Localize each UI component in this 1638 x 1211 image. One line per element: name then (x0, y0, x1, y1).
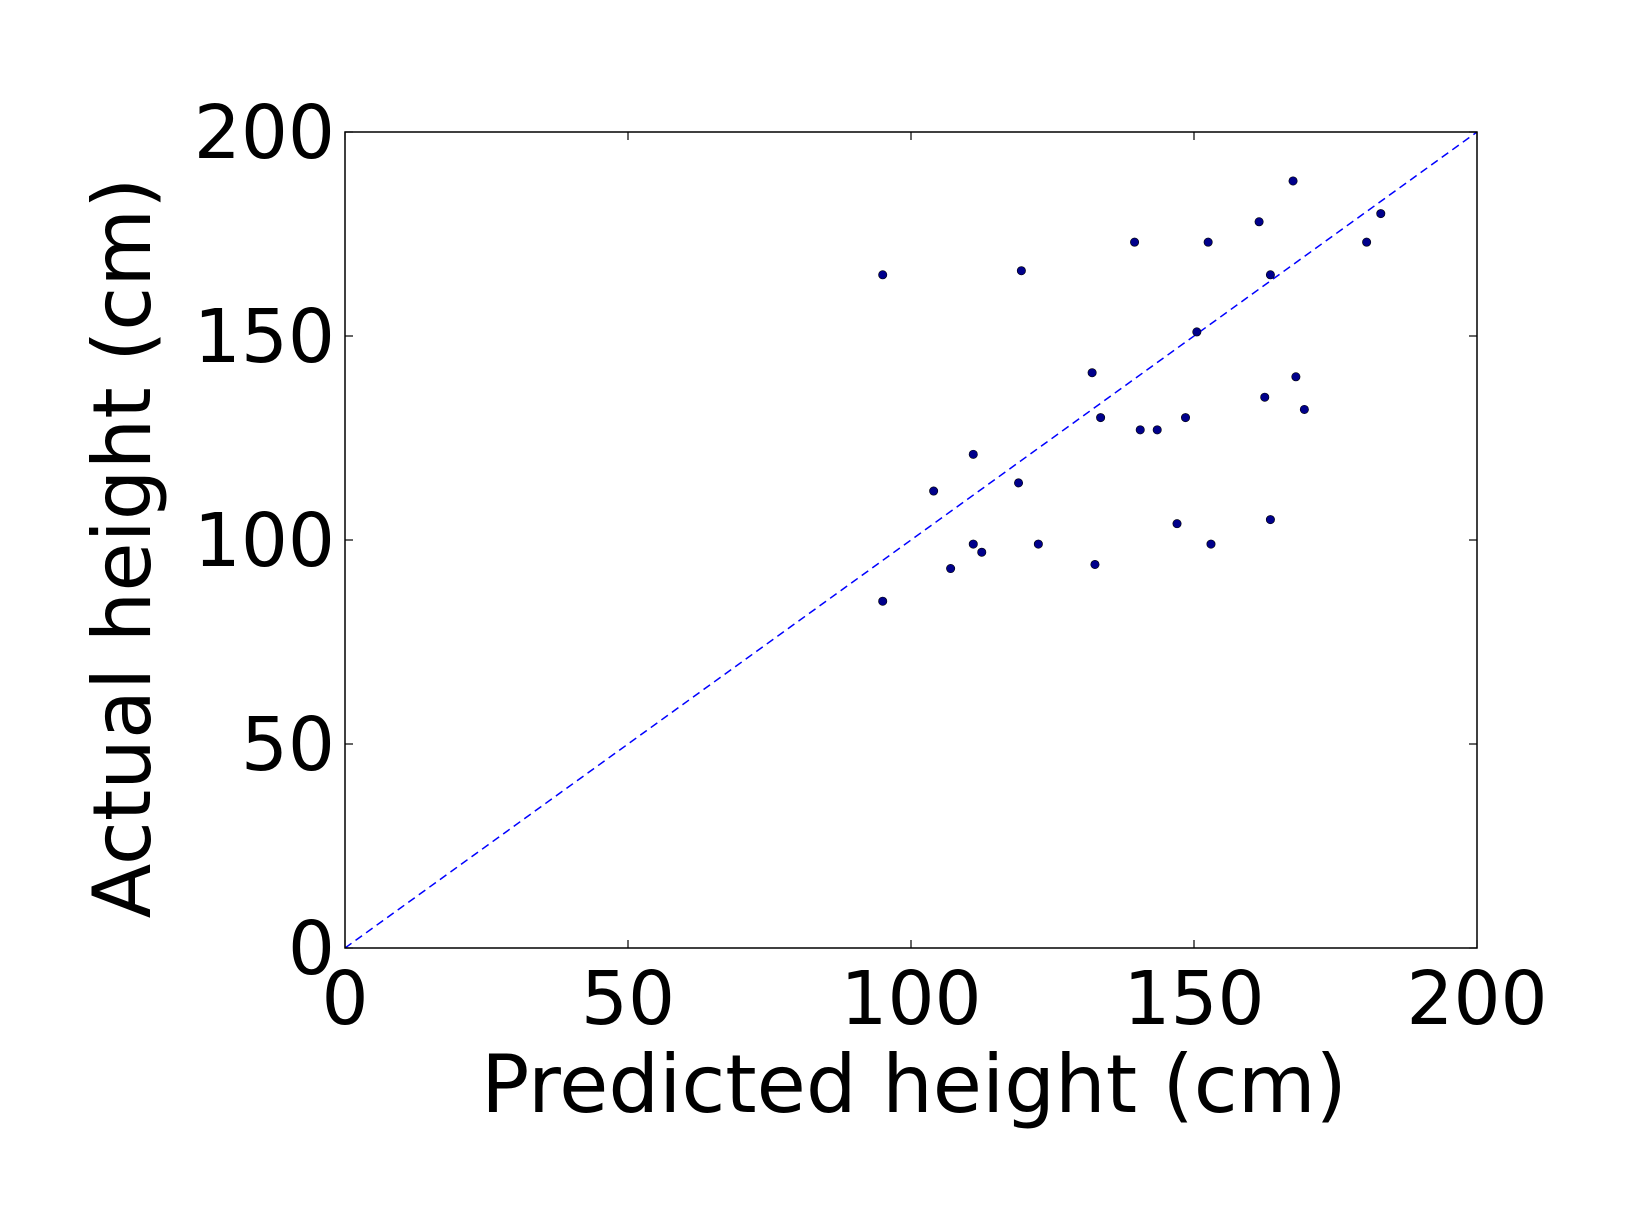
y-axis-label: Actual height (cm) (76, 178, 169, 919)
data-point (1172, 519, 1182, 529)
data-point (1087, 368, 1097, 378)
x-tick-label: 100 (840, 956, 981, 1042)
data-point (1014, 478, 1024, 488)
data-point (1203, 237, 1213, 247)
data-point (1265, 270, 1275, 280)
y-tick-label: 200 (194, 90, 335, 176)
data-point (968, 539, 978, 549)
data-point (1265, 515, 1275, 525)
data-point (1291, 372, 1301, 382)
x-tick-label: 50 (581, 956, 675, 1042)
y-tick-label: 100 (194, 498, 335, 584)
data-point (968, 449, 978, 459)
reference-line (344, 131, 1478, 949)
data-point (1260, 392, 1270, 402)
x-tick-label: 0 (321, 956, 368, 1042)
data-point (1362, 237, 1372, 247)
data-point (1288, 176, 1298, 186)
data-point (1181, 413, 1191, 423)
x-tick-label: 150 (1123, 956, 1264, 1042)
x-tick-label: 200 (1406, 956, 1547, 1042)
data-point (878, 596, 888, 606)
data-point (1254, 217, 1264, 227)
data-point (878, 270, 888, 280)
data-point (1152, 425, 1162, 435)
data-point (1016, 266, 1026, 276)
data-point (1192, 327, 1202, 337)
data-point (1090, 559, 1100, 569)
y-tick-label: 50 (241, 702, 335, 788)
data-point (1376, 209, 1386, 219)
data-point (1130, 237, 1140, 247)
data-point (946, 564, 956, 574)
data-point (1135, 425, 1145, 435)
y-tick-label: 150 (194, 294, 335, 380)
data-point (1033, 539, 1043, 549)
data-point (929, 486, 939, 496)
data-point (1299, 404, 1309, 414)
x-axis-label: Predicted height (cm) (481, 1038, 1347, 1131)
plot-frame (344, 131, 1478, 949)
plot-area: 0 50 100 150 200 0 50 100 150 200 (194, 90, 1548, 1042)
data-point (1206, 539, 1216, 549)
y-tick-label: 0 (288, 906, 335, 992)
data-point (1096, 413, 1106, 423)
data-point (977, 547, 987, 557)
